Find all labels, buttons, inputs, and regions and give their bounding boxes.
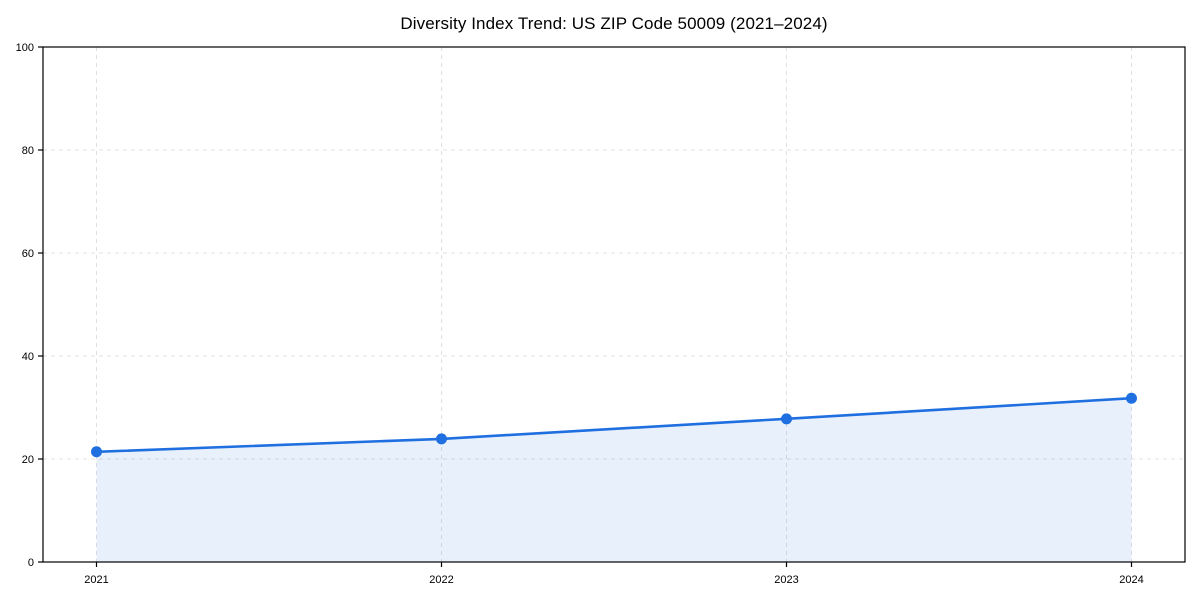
y-tick-label: 100 — [16, 42, 34, 54]
data-point-marker — [781, 413, 792, 425]
y-tick-label: 40 — [22, 351, 34, 363]
x-tick-label: 2024 — [1119, 574, 1143, 586]
data-point-marker — [436, 433, 447, 445]
x-tick-label: 2022 — [429, 574, 453, 586]
trend-line — [95, 396, 1133, 454]
chart-title: Diversity Index Trend: US ZIP Code 50009… — [400, 14, 828, 33]
y-tick-label: 20 — [22, 454, 34, 466]
area-fill — [96, 398, 1132, 562]
y-tick-label: 80 — [22, 145, 34, 157]
data-point-marker — [1126, 392, 1137, 404]
y-tick-label: 60 — [22, 248, 34, 260]
data-point-marker — [91, 446, 102, 458]
plot-border — [42, 46, 1186, 563]
y-tick-label: 0 — [28, 557, 34, 569]
x-tick-label: 2021 — [84, 574, 108, 586]
x-tick-label: 2023 — [774, 574, 798, 586]
